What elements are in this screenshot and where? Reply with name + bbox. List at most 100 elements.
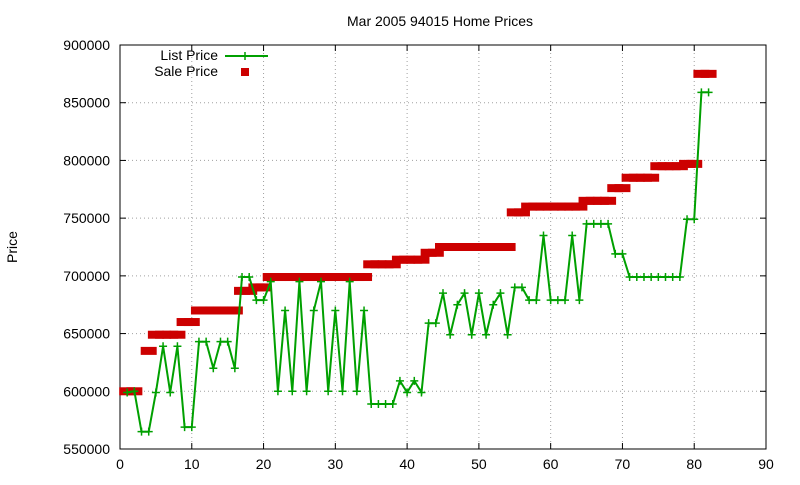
sale-price-point <box>226 306 243 315</box>
list-price-point <box>446 330 455 339</box>
sale-price-point <box>513 208 530 217</box>
list-price-point <box>582 219 591 228</box>
list-price-point <box>424 319 433 328</box>
list-price-point <box>130 387 139 396</box>
x-tick-label: 80 <box>686 456 702 472</box>
sale-price-point <box>600 196 617 205</box>
legend-swatch-sale-price <box>241 68 249 76</box>
list-price-point <box>173 342 182 351</box>
sale-price-point <box>413 255 430 264</box>
list-price-point <box>596 219 605 228</box>
list-price-point <box>252 296 261 305</box>
list-price-point <box>525 296 534 305</box>
list-price-point <box>482 330 491 339</box>
list-price-point <box>474 289 483 298</box>
list-price-point <box>668 273 677 282</box>
y-tick-label: 900000 <box>63 37 110 53</box>
x-tick-label: 20 <box>256 456 272 472</box>
list-price-point <box>467 330 476 339</box>
x-tick-label: 50 <box>471 456 487 472</box>
sale-price-point <box>571 202 588 211</box>
list-price-point <box>683 215 692 224</box>
list-price-point <box>647 273 656 282</box>
list-price-point <box>618 249 627 258</box>
list-price-point <box>352 387 361 396</box>
list-price-point <box>532 296 541 305</box>
x-tick-label: 30 <box>328 456 344 472</box>
sale-price-point <box>643 173 660 182</box>
list-price-point <box>324 387 333 396</box>
list-price-point <box>611 249 620 258</box>
list-price-point <box>166 388 175 397</box>
list-price-point <box>309 306 318 315</box>
list-price-point <box>632 273 641 282</box>
list-price-point <box>374 399 383 408</box>
x-tick-labels: 0 10 20 30 40 50 60 70 80 90 <box>116 456 774 472</box>
x-tick-label: 40 <box>399 456 415 472</box>
y-tick-label: 550000 <box>63 441 110 457</box>
legend-label-list-price: List Price <box>160 47 218 63</box>
list-price-point <box>259 296 268 305</box>
list-price-point <box>187 423 196 432</box>
list-price-point <box>302 387 311 396</box>
list-price-point <box>345 277 354 286</box>
list-price-point <box>245 273 254 282</box>
y-tick-label: 850000 <box>63 95 110 111</box>
y-tick-label: 700000 <box>63 268 110 284</box>
list-price-point <box>697 88 706 97</box>
list-price-point <box>439 289 447 298</box>
list-price-point <box>216 337 225 346</box>
sale-price-point <box>614 184 631 193</box>
list-price-point <box>489 300 498 309</box>
list-price-point <box>575 296 584 305</box>
plot-frame <box>119 44 767 450</box>
sale-price-point <box>499 243 516 251</box>
sale-price-point <box>169 330 186 339</box>
list-price-point <box>202 337 211 346</box>
list-price-point <box>151 388 160 397</box>
list-price-point <box>625 273 634 282</box>
legend-marker-list-price <box>241 52 249 60</box>
list-price-point <box>661 273 670 282</box>
list-price-point <box>568 231 577 240</box>
list-price-point <box>517 283 526 292</box>
legend-label-sale-price: Sale Price <box>154 63 218 79</box>
x-tick-label: 10 <box>184 456 200 472</box>
list-price-point <box>539 231 548 240</box>
list-price-point <box>496 289 505 298</box>
series-list-price <box>123 88 713 436</box>
legend: List Price Sale Price <box>154 47 268 79</box>
x-tick-label: 90 <box>758 456 774 472</box>
list-price-point <box>331 306 340 315</box>
list-price-point <box>281 306 290 315</box>
list-price-point <box>123 388 132 397</box>
sale-price-point <box>356 273 373 282</box>
list-price-point <box>604 219 613 228</box>
y-tick-label: 650000 <box>63 326 110 342</box>
list-price-point <box>159 342 168 351</box>
sale-price-point <box>140 346 157 355</box>
list-price-point <box>561 296 570 305</box>
list-price-point <box>639 273 648 282</box>
list-price-point <box>144 427 153 436</box>
list-price-point <box>431 319 440 328</box>
list-price-point <box>410 376 419 385</box>
list-price-point <box>546 296 555 305</box>
sale-price-point <box>700 69 717 78</box>
ticks <box>119 44 767 450</box>
series-layer <box>119 69 717 436</box>
list-price-point <box>238 273 247 282</box>
list-price-point <box>553 296 562 305</box>
list-price-point <box>460 289 469 298</box>
list-price-point <box>388 399 397 408</box>
grid <box>120 45 766 449</box>
list-price-point <box>223 337 232 346</box>
sale-price-point <box>183 318 200 327</box>
y-tick-label: 600000 <box>63 383 110 399</box>
list-price-point <box>453 300 462 309</box>
list-price-point <box>266 277 275 286</box>
list-price-point <box>675 273 684 282</box>
list-price-point <box>316 277 325 286</box>
